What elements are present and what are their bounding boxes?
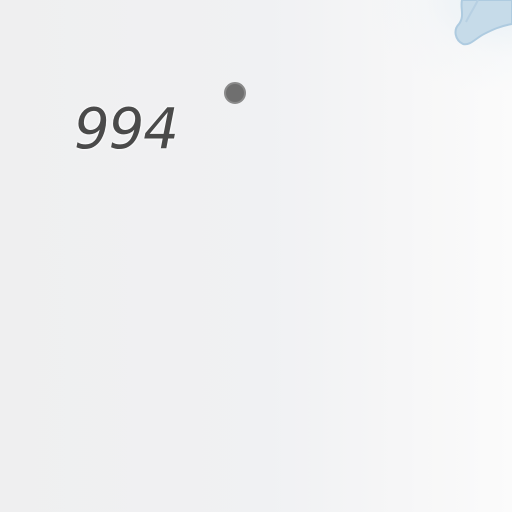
stream-line (465, 0, 479, 23)
peak-dot-icon[interactable] (224, 82, 246, 104)
lake-shore (454, 0, 512, 46)
elevation-label: 994 (74, 97, 179, 162)
